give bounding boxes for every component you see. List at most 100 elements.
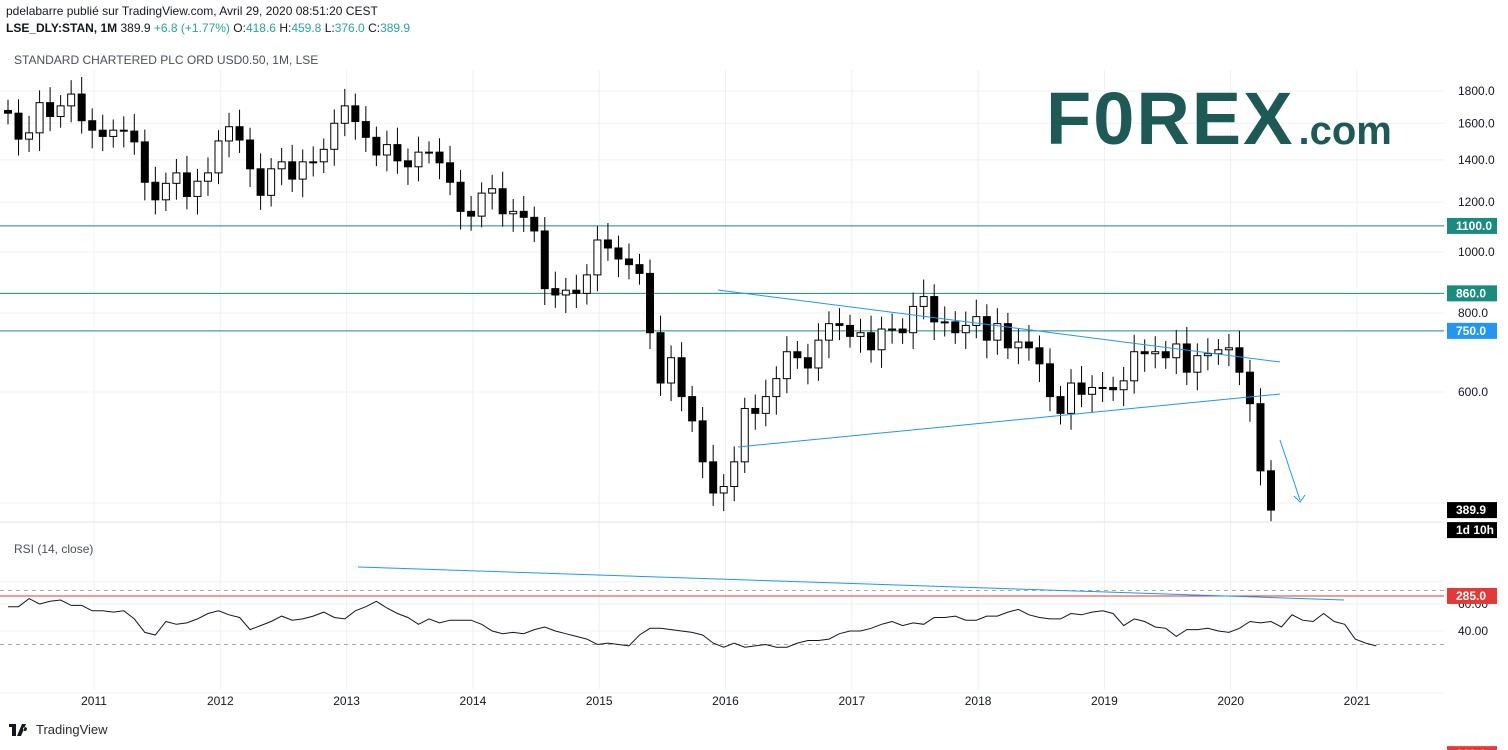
close-label: C:	[368, 21, 381, 35]
last-price: 389.9	[120, 21, 151, 35]
candle-body	[972, 316, 981, 326]
rsi-line	[8, 598, 1377, 648]
time-axis-tick: 2020	[1217, 694, 1244, 708]
time-axis-tick: 2016	[712, 694, 739, 708]
candle-body	[719, 485, 728, 494]
candle-body	[667, 357, 676, 384]
candle-body	[961, 324, 970, 334]
rsi-trendline	[357, 566, 1345, 601]
candle-body	[351, 105, 360, 123]
candle-body	[1119, 380, 1128, 391]
candle-body	[382, 144, 391, 156]
rsi-title: RSI (14, close)	[14, 542, 94, 556]
upper-trendline	[717, 289, 1281, 363]
candle-body	[582, 274, 591, 294]
candle-body	[498, 188, 507, 215]
close-value: 389.9	[380, 21, 411, 35]
candle-body	[1161, 351, 1170, 359]
level-badge-160: 160.0	[1456, 747, 1486, 750]
last-price-badge: 389.9	[1456, 503, 1486, 517]
candle-body	[856, 332, 865, 337]
tradingview-label: TradingView	[36, 722, 108, 737]
price-axis-tick: 1400.0	[1458, 153, 1495, 167]
candle-body	[519, 210, 528, 218]
candle-body	[1245, 371, 1254, 405]
candle-body	[56, 105, 65, 118]
candle-body	[119, 129, 128, 132]
candle-body	[130, 130, 139, 143]
candle-body	[1130, 351, 1139, 382]
candle-body	[140, 141, 149, 183]
candle-body	[772, 378, 781, 398]
candle-body	[182, 172, 191, 197]
candle-body	[46, 102, 55, 118]
candle-body	[1024, 341, 1033, 349]
candle-body	[540, 230, 549, 290]
candle-body	[403, 160, 412, 168]
level-badge-285-bg	[1447, 587, 1497, 604]
level-badge-285: 285.0	[1456, 589, 1486, 603]
level-badge-860: 860.0	[1456, 286, 1486, 300]
candle-body	[919, 296, 928, 307]
candle-body	[646, 272, 655, 334]
price-axis-tick: 1000.0	[1458, 245, 1495, 259]
candle-body	[951, 321, 960, 334]
tradingview-footer[interactable]: TradingView	[8, 722, 108, 737]
candle-body	[1151, 351, 1160, 355]
candle-body	[235, 126, 244, 141]
candle-body	[67, 93, 76, 107]
time-axis-tick: 2021	[1344, 694, 1371, 708]
candle-body	[1003, 323, 1012, 349]
candle-body	[1182, 343, 1191, 373]
time-axis-tick: 2013	[333, 694, 360, 708]
countdown-badge: 1d 10h	[1456, 523, 1494, 537]
candle-body	[14, 112, 23, 140]
candle-body	[824, 323, 833, 341]
level-badge-160-bg	[1447, 746, 1497, 750]
candle-body	[1077, 382, 1086, 395]
candle-body	[109, 129, 118, 137]
candle-body	[1256, 403, 1265, 472]
candle-body	[1267, 470, 1275, 511]
time-axis-tick: 2017	[838, 694, 865, 708]
level-badge-860-bg	[1447, 285, 1497, 302]
level-badge-750: 750.0	[1456, 324, 1486, 338]
forex-logo-suffix: .com	[1298, 109, 1392, 153]
candle-body	[1193, 355, 1202, 373]
candle-body	[151, 181, 160, 201]
candle-body	[98, 129, 107, 137]
candle-body	[309, 161, 318, 164]
candle-body	[1140, 351, 1149, 355]
candle-body	[909, 305, 918, 334]
price-axis-tick: 800.0	[1458, 306, 1488, 320]
candle-body	[446, 162, 455, 183]
level-badge-1100-bg	[1447, 217, 1497, 234]
candle-body	[1035, 347, 1044, 365]
candle-body	[25, 132, 34, 140]
candle-body	[256, 168, 265, 196]
candle-body	[477, 192, 486, 217]
countdown-badge-bg	[1447, 522, 1497, 539]
candle-body	[709, 461, 718, 494]
candle-body	[4, 109, 12, 114]
time-axis-tick: 2014	[460, 694, 487, 708]
high-label: H:	[279, 21, 292, 35]
candle-body	[267, 168, 276, 196]
projection-arrow-head	[1293, 494, 1306, 503]
candle-body	[1088, 386, 1097, 395]
low-label: L:	[324, 21, 335, 35]
candle-body	[572, 289, 581, 294]
candle-body	[835, 323, 844, 326]
candle-body	[161, 182, 170, 201]
candle-body	[793, 351, 802, 359]
candle-body	[730, 461, 739, 487]
candle-body	[1109, 386, 1118, 391]
candle-body	[551, 288, 560, 296]
candle-body	[172, 172, 181, 184]
candle-body	[614, 247, 623, 260]
forex-logo: F0REX .com	[1046, 82, 1392, 156]
candle-body	[593, 239, 602, 276]
candle-body	[635, 264, 644, 274]
high-value: 459.8	[291, 21, 322, 35]
